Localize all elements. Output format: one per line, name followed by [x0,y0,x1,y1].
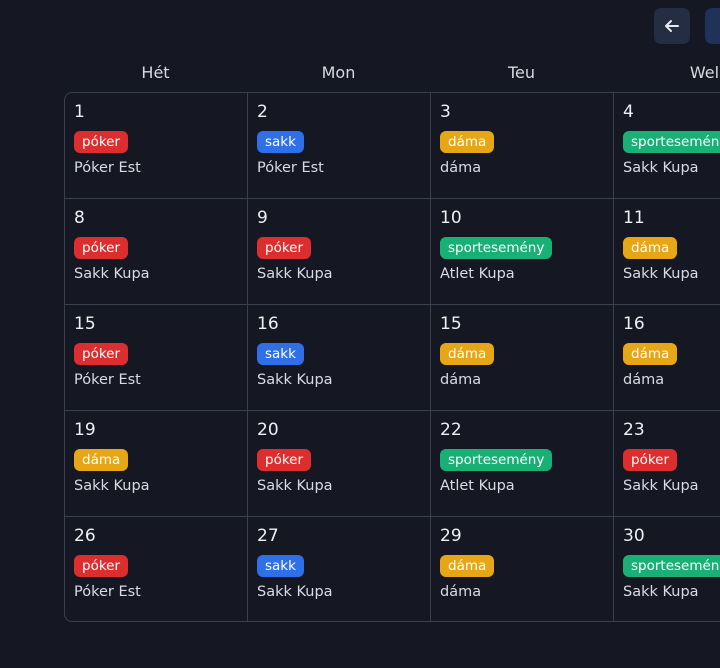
event-title[interactable]: Sakk Kupa [257,266,333,282]
day-number: 10 [440,208,462,228]
event-title[interactable]: Sakk Kupa [623,584,699,600]
calendar-day-cell[interactable]: 15 póker Póker Est [65,305,248,411]
event-title[interactable]: Sakk Kupa [623,160,699,176]
calendar-day-cell[interactable]: 29 dáma dáma [431,517,614,621]
event-category-badge[interactable]: póker [74,237,129,259]
event-title[interactable]: Atlet Kupa [440,478,515,494]
event-title[interactable]: Póker Est [74,584,141,600]
day-number: 16 [257,314,279,334]
calendar-day-cell[interactable]: 27 sakk Sakk Kupa [248,517,431,621]
day-number: 20 [257,420,279,440]
calendar-day-cell[interactable]: 2 sakk Póker Est [248,93,431,199]
calendar-day-cell[interactable]: 23 póker Sakk Kupa [614,411,720,517]
day-number: 19 [74,420,96,440]
event-title[interactable]: dáma [440,584,482,600]
event-category-badge[interactable]: póker [74,555,129,577]
day-number: 2 [257,102,268,122]
event-category-badge[interactable]: sportesemény [440,237,553,259]
event-category-badge[interactable]: sportesemény [440,449,553,471]
event-category-badge[interactable]: dáma [440,343,495,365]
event-category-badge[interactable]: dáma [440,555,495,577]
event-title[interactable]: Sakk Kupa [74,266,150,282]
event-category-badge[interactable]: póker [74,343,129,365]
event-category-badge[interactable]: sakk [257,343,304,365]
event-category-badge[interactable]: sportesemény [623,131,720,153]
event-title[interactable]: Sakk Kupa [257,584,333,600]
day-number: 23 [623,420,645,440]
weekday-label: Wel [689,63,720,82]
calendar-day-cell[interactable]: 11 dáma Sakk Kupa [614,199,720,305]
day-number: 15 [440,314,462,334]
event-category-badge[interactable]: póker [623,449,678,471]
calendar-day-cell[interactable]: 20 póker Sakk Kupa [248,411,431,517]
event-category-badge[interactable]: dáma [623,343,678,365]
event-category-badge[interactable]: sakk [257,555,304,577]
day-number: 1 [74,102,85,122]
day-number: 16 [623,314,645,334]
event-title[interactable]: Atlet Kupa [440,266,515,282]
calendar-day-cell[interactable]: 10 sportesemény Atlet Kupa [431,199,614,305]
event-category-badge[interactable]: sakk [257,131,304,153]
event-title[interactable]: Póker Est [257,160,324,176]
day-number: 26 [74,526,96,546]
day-number: 27 [257,526,279,546]
day-number: 22 [440,420,462,440]
event-title[interactable]: dáma [440,372,482,388]
calendar-day-cell[interactable]: 15 dáma dáma [431,305,614,411]
day-number: 8 [74,208,85,228]
event-title[interactable]: dáma [440,160,482,176]
calendar-day-cell[interactable]: 4 sportesemény Sakk Kupa [614,93,720,199]
event-title[interactable]: Sakk Kupa [257,478,333,494]
day-number: 3 [440,102,451,122]
event-category-badge[interactable]: póker [74,131,129,153]
event-category-badge[interactable]: sportesemény [623,555,720,577]
calendar-day-cell[interactable]: 3 dáma dáma [431,93,614,199]
event-category-badge[interactable]: dáma [623,237,678,259]
calendar-day-cell[interactable]: 1 póker Póker Est [65,93,248,199]
next-month-button[interactable] [705,8,720,44]
weekday-label: Teu [507,63,536,82]
weekday-label: Mon [321,63,356,82]
day-number: 15 [74,314,96,334]
calendar-day-cell[interactable]: 26 póker Póker Est [65,517,248,621]
day-number: 11 [623,208,645,228]
event-title[interactable]: Sakk Kupa [623,478,699,494]
event-title[interactable]: dáma [623,372,665,388]
calendar-day-cell[interactable]: 30 sportesemény Sakk Kupa [614,517,720,621]
calendar-grid: 1 póker Póker Est 2 sakk Póker Est 3 dáma dáma 4 s… [64,92,720,622]
event-title[interactable]: Póker Est [74,372,141,388]
event-title[interactable]: Póker Est [74,160,141,176]
event-title[interactable]: Sakk Kupa [623,266,699,282]
event-title[interactable]: Sakk Kupa [257,372,333,388]
weekday-header: Hét Mon Teu Wel [64,56,720,90]
calendar-day-cell[interactable]: 16 dáma dáma [614,305,720,411]
event-category-badge[interactable]: dáma [74,449,129,471]
day-number: 4 [623,102,634,122]
event-category-badge[interactable]: dáma [440,131,495,153]
event-category-badge[interactable]: póker [257,449,312,471]
calendar-day-cell[interactable]: 9 póker Sakk Kupa [248,199,431,305]
event-category-badge[interactable]: póker [257,237,312,259]
arrow-left-icon [665,20,679,32]
calendar-day-cell[interactable]: 8 póker Sakk Kupa [65,199,248,305]
weekday-label: Hét [141,63,170,82]
day-number: 29 [440,526,462,546]
calendar-day-cell[interactable]: 19 dáma Sakk Kupa [65,411,248,517]
day-number: 9 [257,208,268,228]
event-title[interactable]: Sakk Kupa [74,478,150,494]
prev-month-button[interactable] [654,8,690,44]
calendar-day-cell[interactable]: 22 sportesemény Atlet Kupa [431,411,614,517]
day-number: 30 [623,526,645,546]
calendar-day-cell[interactable]: 16 sakk Sakk Kupa [248,305,431,411]
